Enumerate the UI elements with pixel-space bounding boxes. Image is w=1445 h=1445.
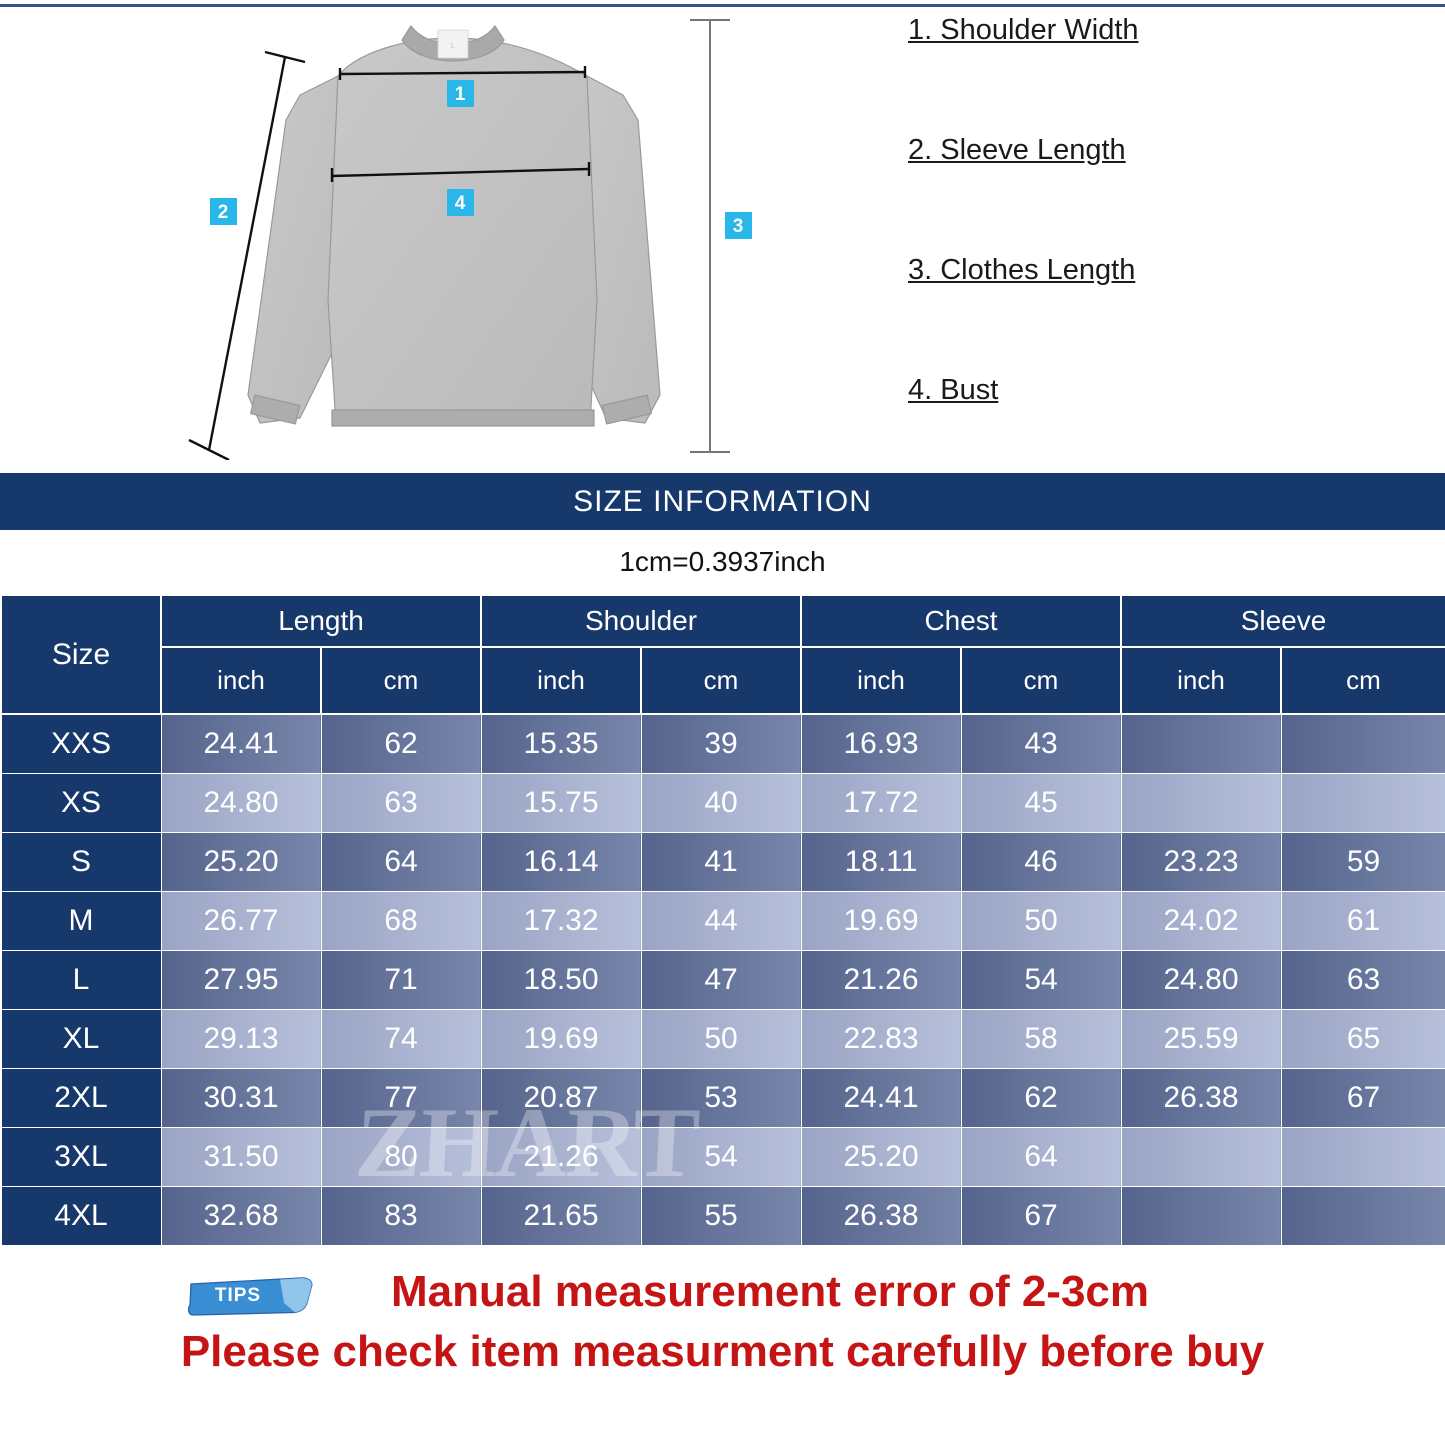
svg-text:4: 4 xyxy=(455,193,466,214)
svg-text:2: 2 xyxy=(218,202,229,223)
svg-text:1: 1 xyxy=(455,84,466,105)
svg-text:3: 3 xyxy=(733,216,744,237)
svg-text:L: L xyxy=(451,43,455,50)
